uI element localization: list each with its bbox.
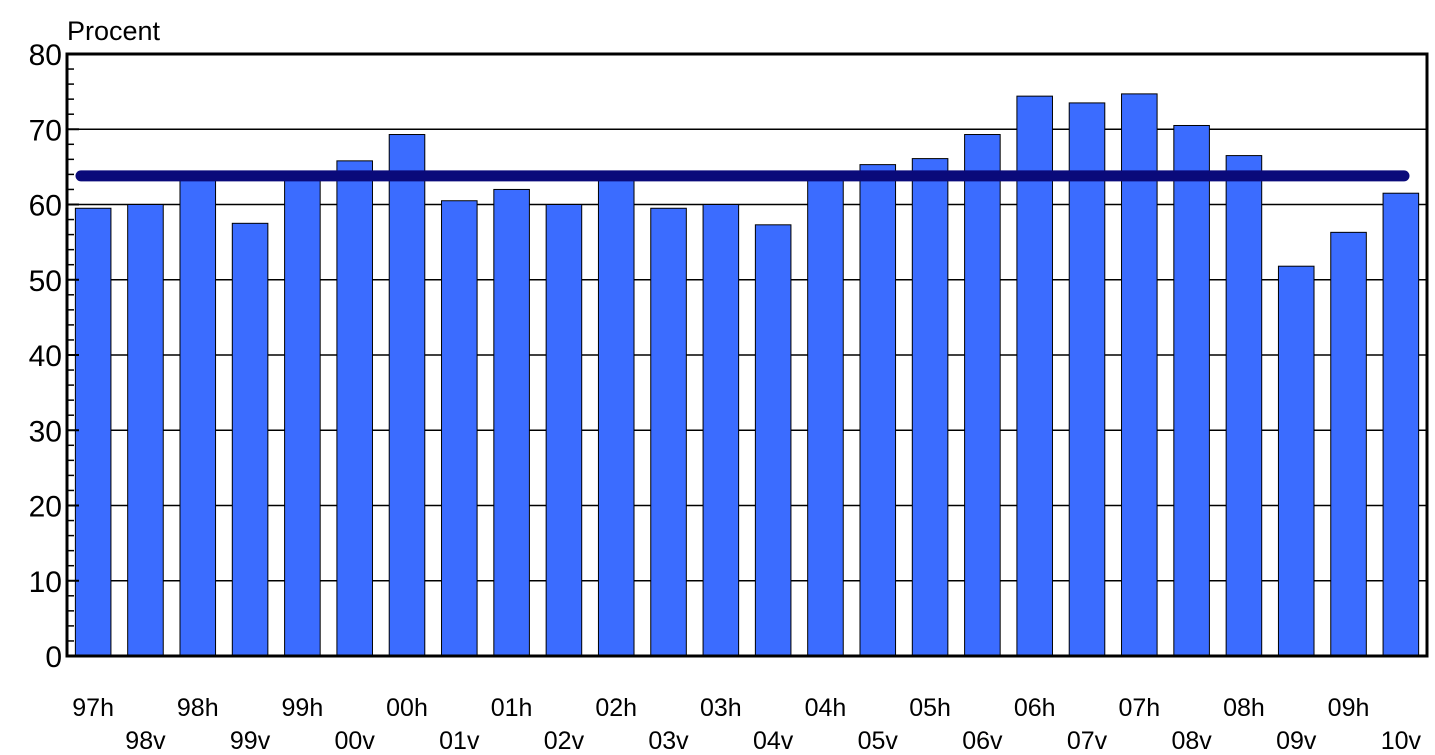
x-tick-label: 98h bbox=[177, 694, 219, 722]
x-tick-label: 98v bbox=[125, 727, 166, 755]
x-tick-label: 10v bbox=[1381, 727, 1422, 755]
x-tick-label: 02h bbox=[595, 694, 637, 722]
bar-97h bbox=[74, 207, 112, 657]
y-tick-label: 60 bbox=[29, 190, 62, 223]
bar-06h bbox=[1016, 95, 1053, 657]
x-tick-label: 07v bbox=[1067, 727, 1108, 755]
gridlines bbox=[67, 128, 1427, 582]
bar-08v bbox=[1173, 124, 1210, 657]
x-tick-label: 04h bbox=[805, 694, 847, 722]
y-axis-label: Procent bbox=[67, 16, 161, 46]
x-tick-label: 06v bbox=[962, 727, 1003, 755]
y-tick-label: 10 bbox=[29, 566, 62, 599]
y-tick-label: 20 bbox=[29, 491, 62, 524]
bar-08h bbox=[1225, 155, 1263, 657]
y-tick-label: 50 bbox=[29, 265, 62, 298]
x-tick-label: 02v bbox=[544, 727, 585, 755]
x-tick-label: 97h bbox=[72, 694, 114, 722]
bar-06v bbox=[964, 134, 1001, 657]
y-tick-label: 80 bbox=[29, 39, 62, 72]
x-tick-labels: 97h 98v 98h 99v 99h 00v 00h 01v 01h 02v 02h 03v 03h 0… bbox=[72, 694, 1421, 755]
y-ticks: 0 10 20 30 40 50 60 70 80 bbox=[29, 39, 79, 674]
x-tick-label: 00v bbox=[335, 727, 376, 755]
x-tick-label: 09h bbox=[1328, 694, 1370, 722]
x-tick-label: 99v bbox=[230, 727, 271, 755]
bar-02h bbox=[597, 173, 635, 657]
bar-04h bbox=[807, 173, 844, 657]
bar-98v bbox=[127, 204, 164, 657]
bars bbox=[74, 93, 1420, 657]
bar-99v bbox=[231, 222, 269, 657]
plot-frame bbox=[65, 52, 1429, 658]
x-tick-label: 05v bbox=[858, 727, 899, 755]
bar-01v bbox=[441, 200, 478, 657]
bar-05h bbox=[911, 158, 949, 657]
x-tick-label: 08v bbox=[1171, 727, 1212, 755]
bar-09h bbox=[1330, 231, 1367, 657]
y-tick-label: 30 bbox=[29, 415, 62, 448]
x-tick-label: 04v bbox=[753, 727, 794, 755]
bar-03v bbox=[650, 207, 687, 657]
x-tick-label: 01v bbox=[439, 727, 480, 755]
bar-03h bbox=[702, 204, 740, 657]
x-tick-label: 00h bbox=[386, 694, 428, 722]
y-tick-label: 70 bbox=[29, 114, 62, 147]
bar-00h bbox=[388, 134, 426, 657]
bar-98h bbox=[179, 173, 217, 657]
x-tick-label: 08h bbox=[1223, 694, 1265, 722]
bar-02v bbox=[545, 204, 583, 657]
bar-10v bbox=[1382, 192, 1420, 657]
bar-09v bbox=[1277, 265, 1315, 657]
bar-07h bbox=[1121, 93, 1158, 657]
y-tick-label: 0 bbox=[45, 641, 62, 674]
x-tick-label: 03v bbox=[648, 727, 689, 755]
x-tick-label: 07h bbox=[1118, 694, 1160, 722]
bar-01h bbox=[493, 188, 530, 657]
bar-04v bbox=[754, 224, 792, 657]
y-tick-label: 40 bbox=[29, 340, 62, 373]
x-tick-label: 09v bbox=[1276, 727, 1317, 755]
x-tick-label: 03h bbox=[700, 694, 742, 722]
x-tick-label: 99h bbox=[282, 694, 324, 722]
bar-07v bbox=[1068, 102, 1106, 657]
x-tick-label: 06h bbox=[1014, 694, 1056, 722]
bar-05v bbox=[859, 164, 897, 657]
x-tick-label: 01h bbox=[491, 694, 533, 722]
x-tick-label: 05h bbox=[909, 694, 951, 722]
bar-99h bbox=[284, 173, 321, 657]
bar-00v bbox=[336, 160, 373, 657]
